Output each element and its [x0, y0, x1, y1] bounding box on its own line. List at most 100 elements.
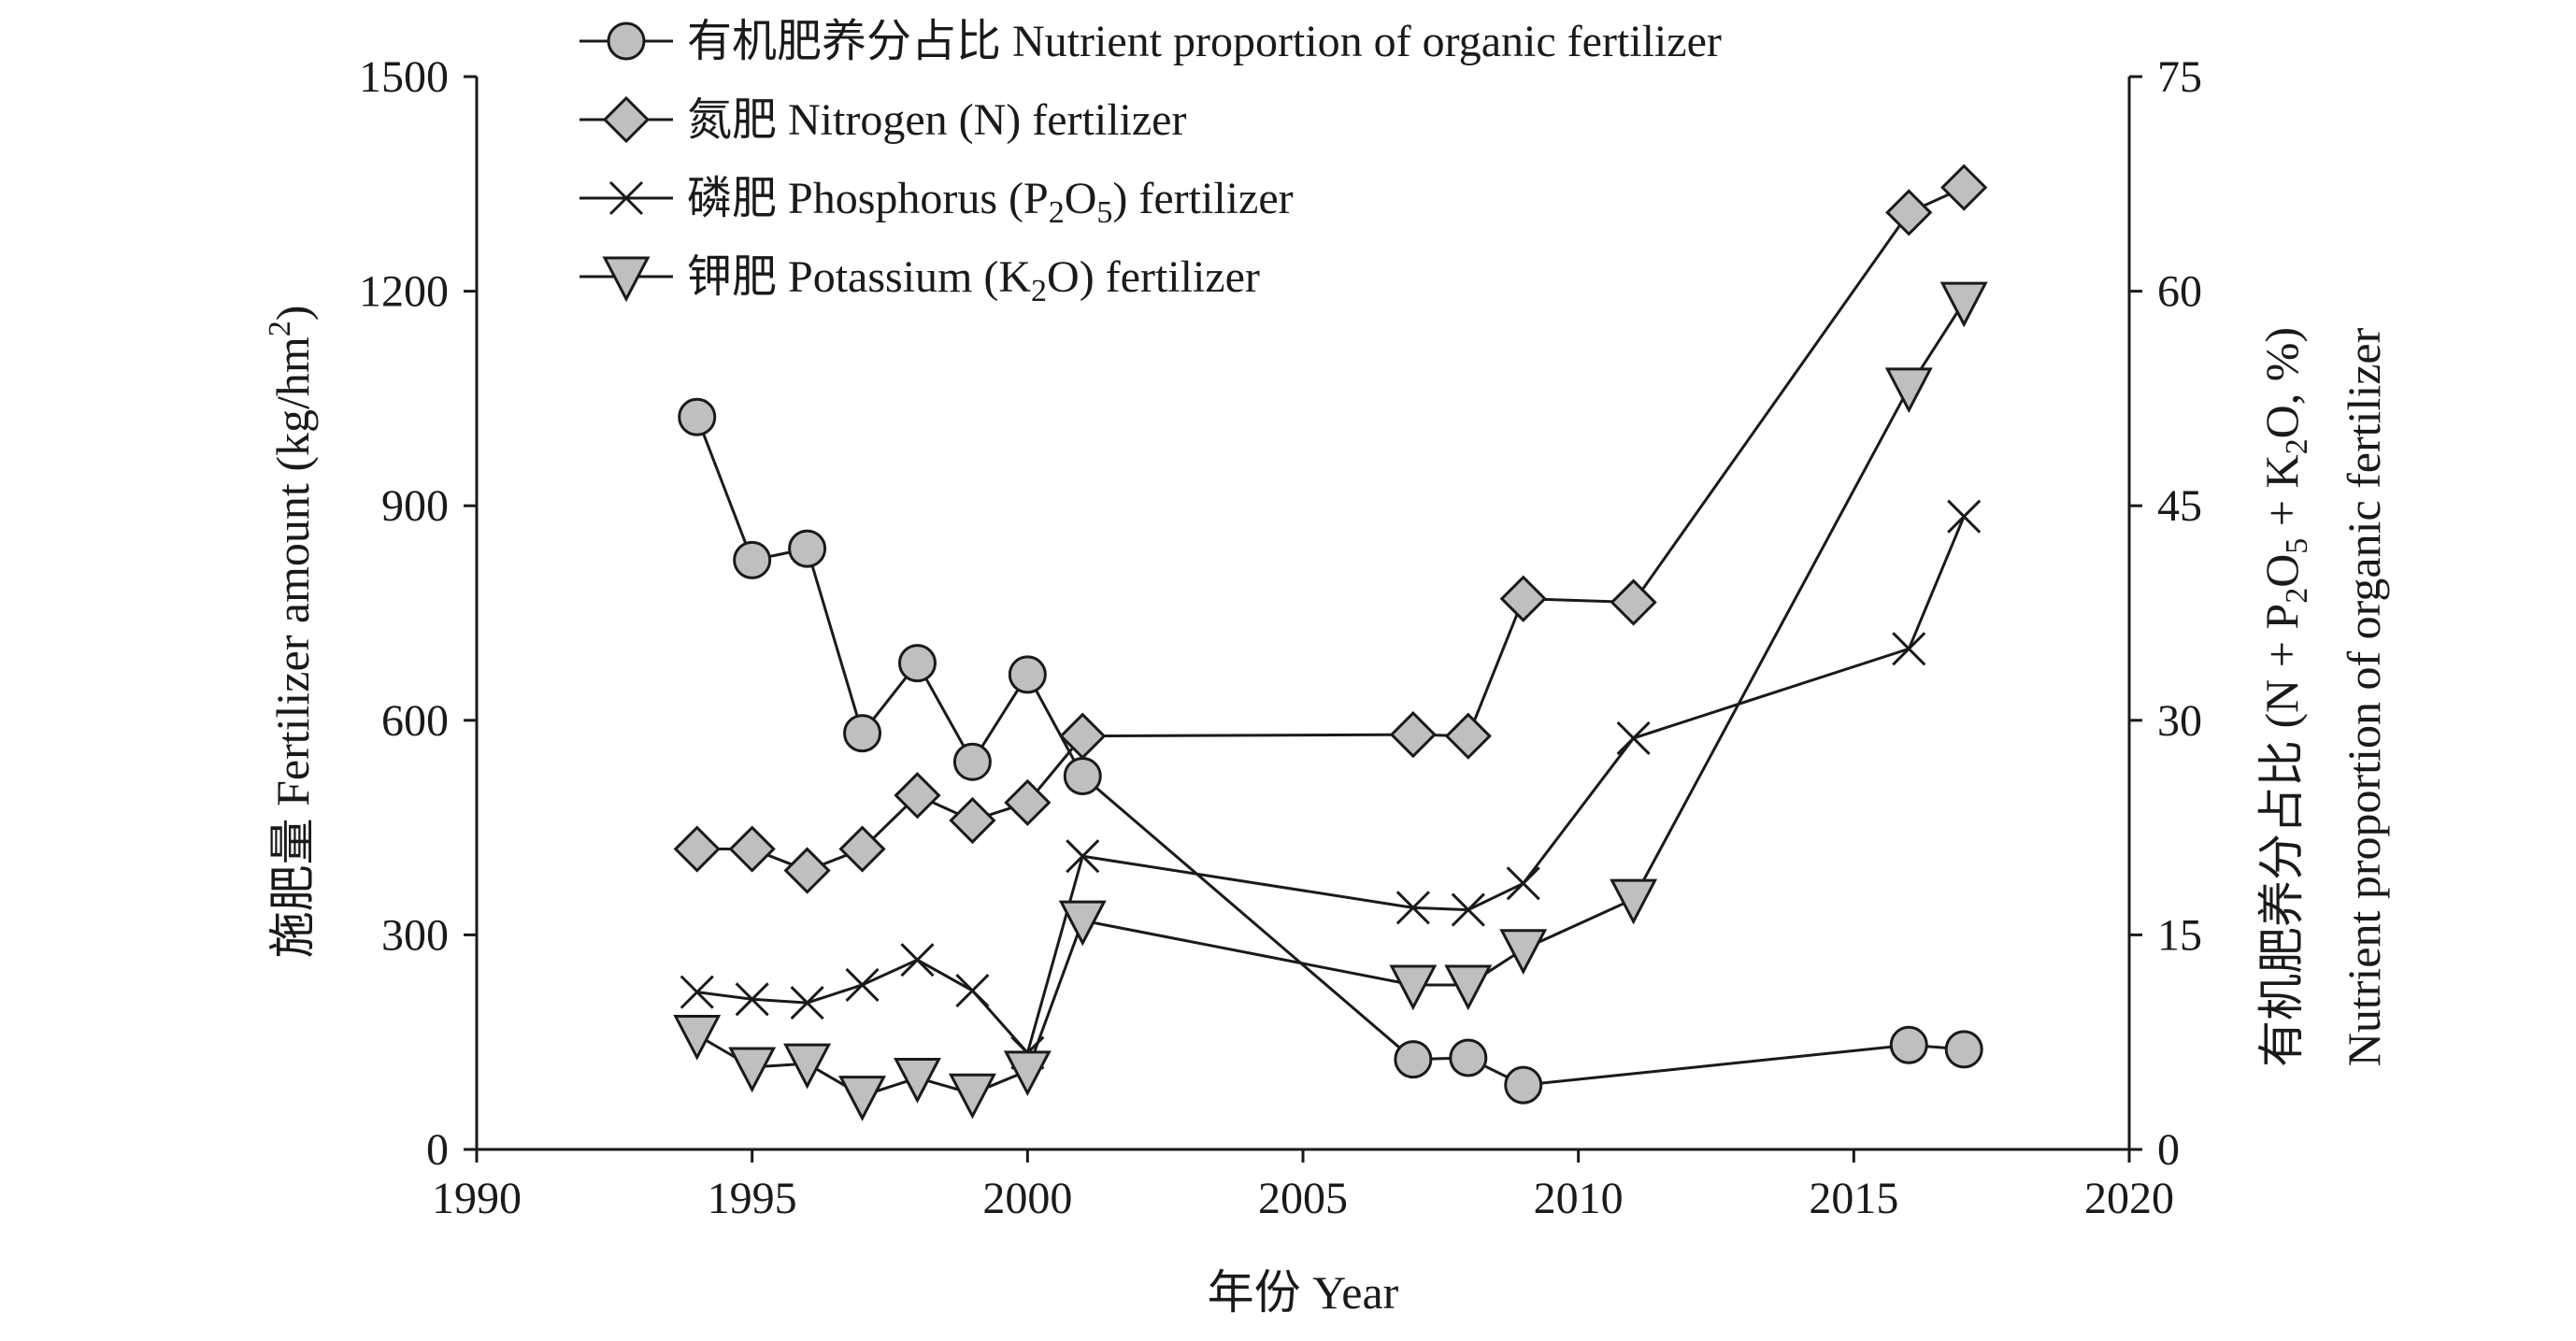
series-phosphorus-line	[696, 516, 1966, 1056]
series-organic-point	[1394, 1040, 1433, 1079]
series-phosphorus-point	[1451, 892, 1485, 927]
series-nitrogen-point	[1389, 710, 1437, 759]
series-organic-point	[678, 397, 717, 436]
series-organic-point	[1063, 756, 1102, 795]
series-potassium-point	[1389, 964, 1438, 1011]
legend-item-potassium: 钾肥 Potassium (K2O) fertilizer	[580, 252, 1260, 308]
y-left-tick-label: 0	[426, 1125, 449, 1175]
series-phosphorus-point	[735, 982, 769, 1017]
y-left-tick-label: 1500	[359, 52, 449, 102]
y-right-tick-label: 60	[2157, 267, 2202, 317]
series-potassium-point	[1058, 900, 1107, 947]
legend-marker-nitrogen	[602, 95, 651, 144]
series-organic-point	[897, 644, 937, 683]
series-potassium-point	[1444, 964, 1493, 1011]
y-right-tick-label: 0	[2157, 1125, 2180, 1175]
series-layer	[673, 164, 1988, 1121]
series-nitrogen-point	[1004, 778, 1052, 826]
y-left-tick-label: 900	[381, 481, 449, 531]
legend-label-potassium: 钾肥 Potassium (K2O) fertilizer	[687, 252, 1260, 308]
series-phosphorus-point	[1395, 891, 1430, 925]
legend-marker-potassium	[602, 256, 651, 303]
series-potassium-point	[1939, 281, 1988, 328]
series-organic-line	[695, 416, 1965, 1087]
legend-marker-phosphorus	[608, 180, 644, 216]
series-nitrogen-point	[1444, 712, 1492, 760]
series-potassium-point	[728, 1047, 777, 1093]
series-potassium-line	[695, 301, 1966, 1098]
series-phosphorus-point	[955, 974, 990, 1008]
series-potassium-point	[893, 1057, 941, 1104]
x-axis-title: 年份 Year	[1208, 1266, 1399, 1319]
series-phosphorus-point	[680, 975, 714, 1009]
series-organic-point	[1008, 655, 1047, 694]
legend-item-organic: 有机肥养分占比 Nutrient proportion of organic f…	[580, 17, 1722, 66]
x-tick-label: 2020	[2084, 1174, 2174, 1223]
series-phosphorus	[680, 499, 1982, 1070]
y-left-tick-label: 600	[381, 696, 449, 746]
x-tick-label: 2015	[1809, 1174, 1898, 1223]
series-nitrogen-point	[838, 825, 886, 873]
y-right-tick-label: 15	[2157, 910, 2202, 960]
series-potassium-point	[1884, 367, 1933, 414]
series-nitrogen-point	[783, 847, 831, 894]
series-nitrogen-point	[1610, 578, 1657, 626]
series-organic-point	[1449, 1038, 1488, 1077]
y-right-tick-label: 30	[2157, 696, 2202, 746]
series-potassium-point	[1610, 878, 1658, 925]
series-potassium-point	[1003, 1050, 1052, 1097]
series-phosphorus-point	[1892, 632, 1926, 666]
series-potassium	[673, 281, 1988, 1121]
y-left-axis-title: 施肥量 Fertilizer amount (kg/hm2)	[263, 306, 319, 959]
series-nitrogen-point	[673, 825, 721, 873]
series-organic-point	[1889, 1025, 1928, 1064]
series-phosphorus-point	[1506, 866, 1540, 901]
legend-label-organic: 有机肥养分占比 Nutrient proportion of organic f…	[687, 17, 1722, 66]
axes: 1990 1995 2000 2005 2010 2015 2020030060090012…	[263, 52, 2390, 1319]
series-potassium-point	[838, 1076, 887, 1121]
series-nitrogen-point	[1059, 712, 1107, 760]
series-nitrogen-point	[1940, 164, 1988, 211]
series-phosphorus-point	[1947, 499, 1982, 534]
y-left-tick-label: 1200	[359, 267, 449, 317]
legend-item-phosphorus: 磷肥 Phosphorus (P2O5) fertilizer	[580, 174, 1294, 230]
series-nitrogen-point	[728, 825, 776, 873]
series-organic-point	[1504, 1065, 1543, 1105]
series-organic-point	[733, 540, 772, 579]
series-phosphorus-point	[845, 967, 880, 1003]
series-phosphorus-point	[1066, 839, 1100, 874]
series-organic-point	[952, 742, 992, 781]
series-nitrogen-point	[1885, 189, 1933, 236]
series-organic-point	[843, 714, 882, 753]
x-tick-label: 2005	[1258, 1174, 1348, 1223]
y-right-tick-label: 75	[2157, 52, 2202, 102]
series-nitrogen-point	[894, 772, 941, 820]
y-right-axis-title-line1: 有机肥养分占比 (N + P2O5 + K2O, %)	[2255, 327, 2314, 1067]
x-tick-label: 2000	[982, 1174, 1072, 1223]
series-phosphorus-point	[900, 943, 935, 977]
series-nitrogen-point	[949, 796, 996, 845]
series-organic-point	[788, 529, 827, 568]
series-nitrogen	[673, 164, 1988, 894]
x-tick-label: 1990	[432, 1174, 522, 1223]
series-organic-point	[1944, 1030, 1983, 1069]
y-right-tick-label: 45	[2157, 481, 2202, 531]
series-organic	[678, 397, 1983, 1105]
series-potassium-point	[1499, 929, 1548, 975]
series-potassium-point	[673, 1015, 722, 1061]
y-left-tick-label: 300	[381, 910, 449, 960]
series-nitrogen-point	[1499, 575, 1547, 622]
legend-item-nitrogen: 氮肥 Nitrogen (N) fertilizer	[580, 95, 1186, 145]
legend: 有机肥养分占比 Nutrient proportion of organic f…	[580, 17, 1722, 308]
legend-label-nitrogen: 氮肥 Nitrogen (N) fertilizer	[687, 95, 1186, 145]
x-tick-label: 1995	[708, 1174, 797, 1223]
legend-label-phosphorus: 磷肥 Phosphorus (P2O5) fertilizer	[687, 174, 1294, 230]
y-right-axis-title-line2: Nutrient proportion of organic fertilize…	[2338, 327, 2390, 1066]
series-potassium-point	[783, 1043, 832, 1090]
series-potassium-point	[948, 1073, 996, 1120]
legend-marker-organic	[607, 21, 646, 61]
series-phosphorus-point	[790, 986, 824, 1020]
x-tick-label: 2010	[1534, 1174, 1624, 1223]
